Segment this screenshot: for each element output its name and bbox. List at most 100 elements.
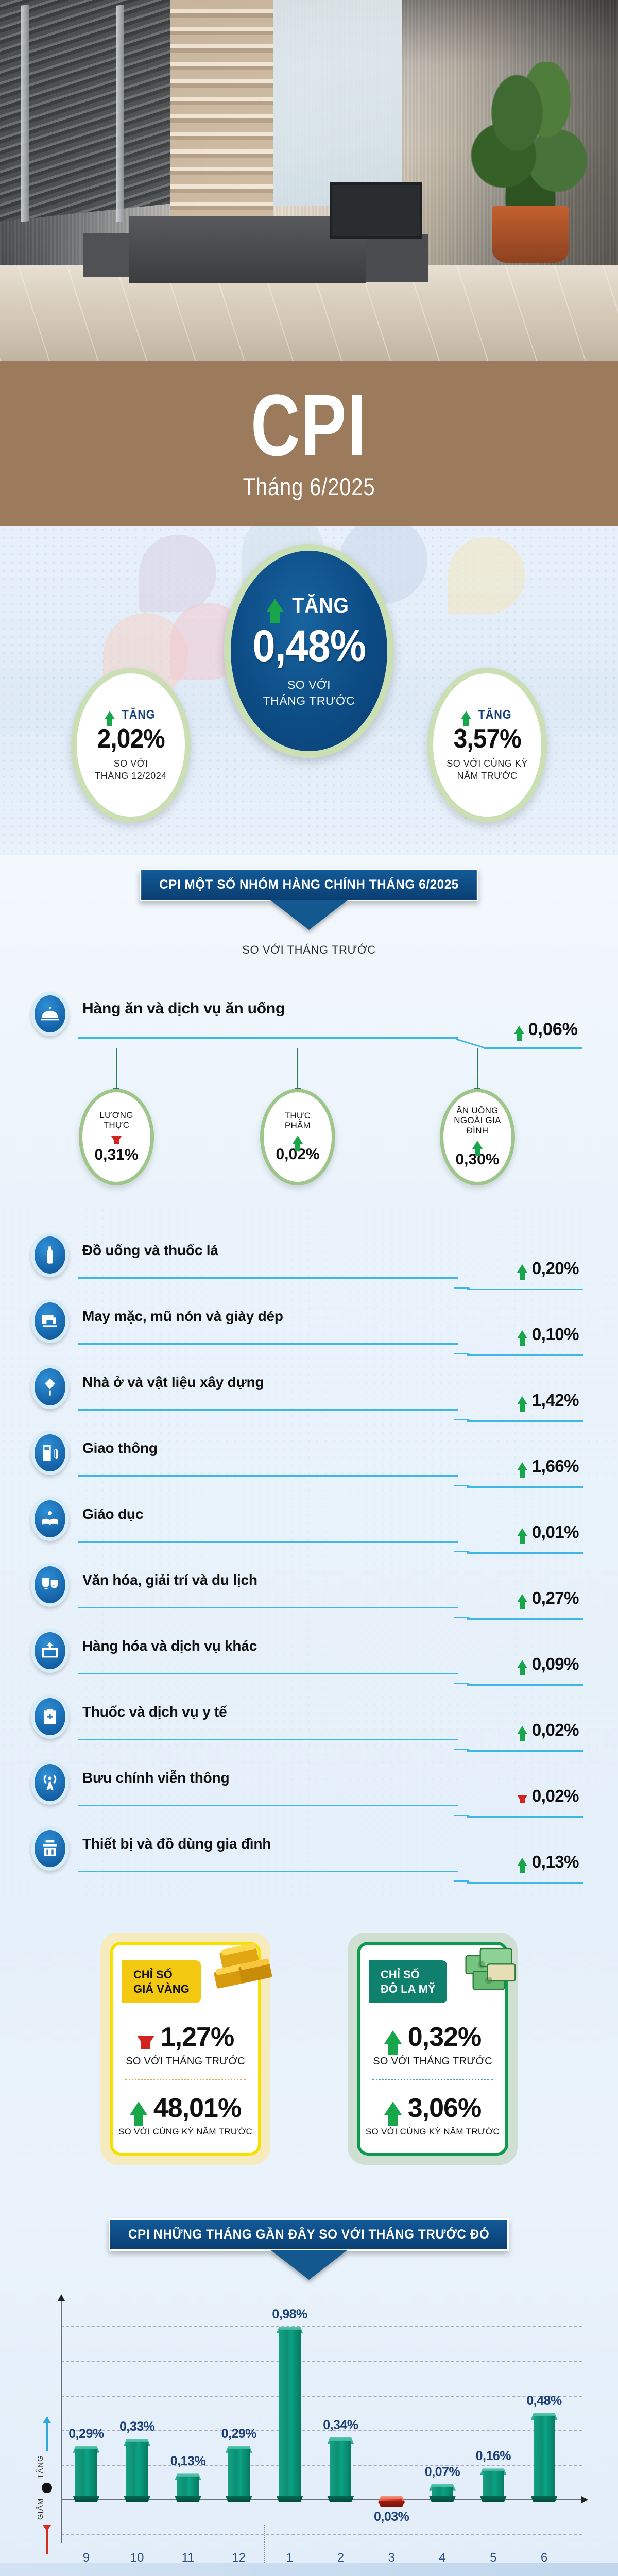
arrow-up-icon	[293, 1136, 303, 1151]
bar-foot	[225, 2496, 252, 2503]
category-value-wrap: 0,09%	[517, 1654, 579, 1675]
category-label: Thuốc và dịch vụ y tế	[82, 1704, 227, 1720]
food-connector-line-2	[484, 1047, 582, 1049]
category-row: Giao thông 1,66%	[31, 1425, 587, 1490]
arrow-up-icon	[517, 1396, 527, 1412]
card-secondary-figure: 3,06%	[360, 2093, 505, 2126]
bottle-icon	[31, 1233, 69, 1277]
category-row: Giáo dục 0,01%	[31, 1490, 587, 1556]
category-value: 1,42%	[531, 1391, 579, 1410]
food-group-label: Hàng ăn và dịch vụ ăn uống	[82, 1000, 285, 1017]
bar-value-label: 0,07%	[424, 2464, 460, 2479]
category-value: 0,02%	[531, 1720, 579, 1739]
cpi-yoy-circle: TĂNG 3,57% SO VỚI CÙNG KỲ NĂM TRƯỚC	[427, 668, 547, 822]
category-connector-line-2	[467, 1618, 583, 1620]
card-secondary-note: SO VỚI CÙNG KỲ NĂM TRƯỚC	[118, 2127, 253, 2137]
card-secondary-figure: 48,01%	[113, 2093, 258, 2126]
arrow-up-icon	[517, 1726, 527, 1741]
bar-value-label: 0,34%	[323, 2417, 358, 2432]
gridline	[61, 2464, 582, 2466]
wood-slat-wall	[170, 0, 273, 227]
category-connector-line	[78, 1805, 458, 1806]
arrow-up-icon	[517, 1462, 527, 1478]
groups-section: CPI MỘT SỐ NHÓM HÀNG CHÍNH THÁNG 6/2025 …	[0, 855, 618, 1206]
cpi-yoy-direction-row: TĂNG	[461, 707, 513, 726]
cpi-ytd-direction-row: TĂNG	[105, 708, 157, 726]
core-top-band	[0, 2563, 618, 2576]
card-tag: CHỈ SỐ GIÁ VÀNG	[122, 1960, 201, 2003]
category-connector-line-2	[467, 1882, 583, 1884]
arrow-up-icon	[517, 1528, 527, 1544]
bar-body	[228, 2449, 250, 2500]
card-secondary-value: 3,06%	[407, 2093, 482, 2123]
category-value-wrap: 0,02%	[517, 1720, 579, 1741]
arrow-up-icon	[513, 1025, 524, 1041]
banner-arrow-down-icon	[270, 2250, 348, 2280]
x-axis-tick: 10	[130, 2551, 144, 2563]
card-primary-figure: 1,27%	[113, 2022, 258, 2053]
arrow-up-icon	[517, 1264, 527, 1280]
arrow-up-icon	[461, 710, 471, 726]
bar-value-label: 0,33%	[119, 2419, 155, 2434]
subgroup-thuc-pham: THỰC PHẨM 0,02%	[260, 1089, 335, 1185]
bar-foot	[378, 2501, 405, 2508]
category-connector-line	[78, 1739, 458, 1740]
bar-value-label: 0,29%	[68, 2426, 104, 2441]
fuel-pump-icon	[31, 1431, 69, 1475]
groups-banner-wrap: CPI MỘT SỐ NHÓM HÀNG CHÍNH THÁNG 6/2025	[0, 869, 618, 930]
cpi-yoy-note-1: SO VỚI CÙNG KỲ	[447, 758, 528, 769]
bar-body	[279, 2330, 301, 2500]
year-divider	[264, 2525, 266, 2563]
card-primary-value: 0,32%	[407, 2022, 482, 2052]
bar-value-label: 0,29%	[221, 2426, 257, 2441]
category-value-wrap: 0,10%	[517, 1325, 579, 1346]
category-list: Đồ uống và thuốc lá 0,20% May mặc, mũ nón …	[0, 1227, 618, 1886]
bar-body	[75, 2449, 97, 2500]
food-cloche-icon	[31, 992, 69, 1036]
category-row: Thiết bị và đồ dùng gia đình 0,13%	[31, 1820, 587, 1886]
cpi-main-circle: TĂNG 0,48% SO VỚI THÁNG TRƯỚC	[224, 544, 394, 758]
category-connector-line-2	[467, 1552, 583, 1554]
category-connector-line	[78, 1673, 458, 1674]
x-axis-tick: 9	[82, 2551, 90, 2563]
category-connector-kink	[445, 1409, 470, 1420]
axis-origin-dot	[42, 2483, 52, 2494]
card-divider	[125, 2079, 246, 2080]
category-row: May mặc, mũ nón và giày dép 0,10%	[31, 1293, 587, 1359]
category-connector-line-2	[467, 1354, 583, 1356]
cpi-yoy-direction-label: TĂNG	[478, 707, 512, 722]
office-desk	[129, 216, 366, 283]
category-value: 0,20%	[531, 1259, 579, 1278]
category-connector-kink	[445, 1541, 470, 1552]
arrow-down-icon	[111, 1136, 122, 1145]
category-value: 0,10%	[531, 1325, 579, 1344]
category-connector-kink	[445, 1607, 470, 1618]
arrow-up-icon	[517, 1858, 527, 1873]
food-subgroup-tree: LƯƠNG THỰC 0,31% THỰC PHẨM 0,02% ĂN UỐNG…	[31, 1048, 587, 1203]
axis-down-arrow-icon	[46, 2525, 48, 2554]
category-value: 0,01%	[531, 1522, 579, 1541]
card-inner: CHỈ SỐ GIÁ VÀNG 1,27% SO VỚI THÁNG TRƯỚC 48,…	[110, 1942, 261, 2156]
category-connector-line	[78, 1607, 458, 1608]
arrow-up-icon	[472, 1140, 483, 1156]
bar-value-label: 0,03%	[373, 2510, 409, 2524]
x-axis	[61, 2496, 588, 2504]
card-primary-figure: 0,32%	[360, 2022, 505, 2055]
subgroup-an-uong-ngoai-gia-dinh: ĂN UỐNG NGOÀI GIA ĐÌNH 0,30%	[440, 1089, 515, 1185]
axis-up-arrow-icon	[46, 2417, 48, 2451]
y-axis	[58, 2294, 65, 2543]
subgroup-label-2a: THỰC	[284, 1110, 311, 1121]
arrow-up-icon	[105, 710, 115, 726]
monitor-icon	[330, 182, 422, 239]
food-group-row: Hàng ăn và dịch vụ ăn uống 0,06%	[31, 988, 587, 1049]
tree-branch	[474, 1048, 481, 1093]
category-label: May mặc, mũ nón và giày dép	[82, 1308, 283, 1324]
index-card-usd: CHỈ SỐ ĐÔ LA MỸ 0,32% SO VỚI THÁNG TRƯỚC 3,0…	[348, 1933, 518, 2165]
gridline	[61, 2326, 582, 2328]
cpi-ytd-circle: TĂNG 2,02% SO VỚI THÁNG 12/2024	[71, 668, 191, 822]
card-primary-note: SO VỚI THÁNG TRƯỚC	[373, 2056, 492, 2067]
bar-foot	[530, 2496, 558, 2503]
bar-body	[126, 2442, 148, 2500]
category-row: Hàng hóa và dịch vụ khác 0,09%	[31, 1622, 587, 1688]
